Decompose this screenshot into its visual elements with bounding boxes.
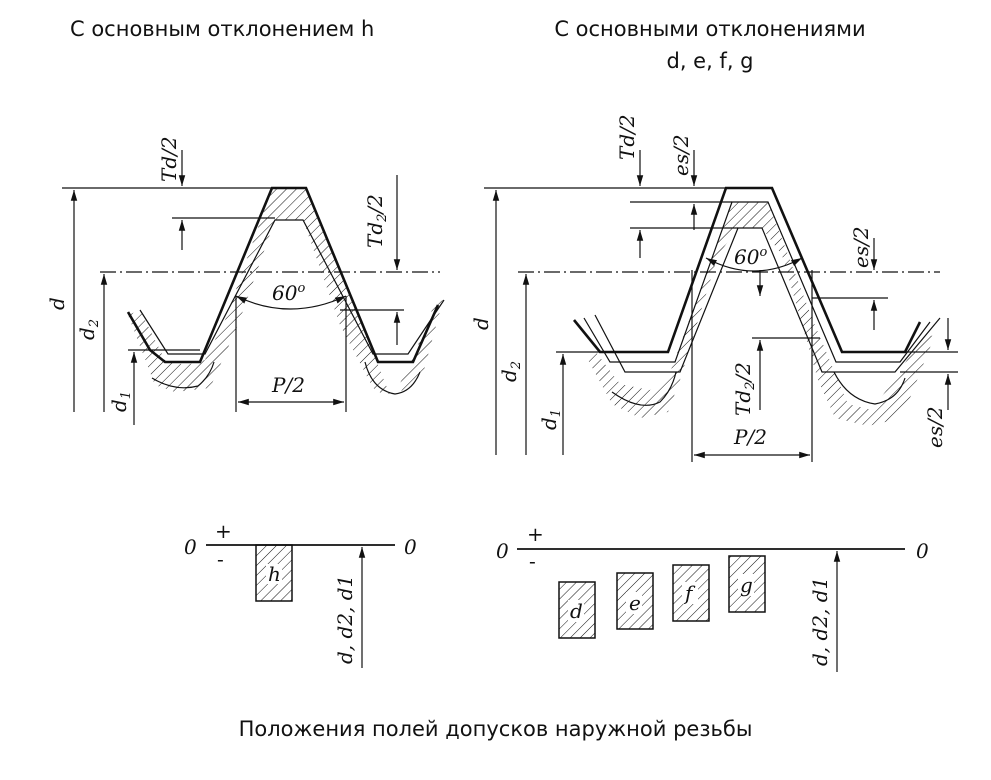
right-vertical-label: d, d2, d1 — [808, 577, 832, 666]
right-label-d1: d1 — [537, 409, 564, 430]
field-label-e: e — [629, 591, 641, 615]
caption: Положения полей допусков наружной резьбы — [238, 717, 753, 741]
left-label-pitch: P/2 — [271, 373, 305, 397]
field-label-h: h — [268, 562, 281, 586]
left-thread-profile: d d2 d1 Td/2 Td2/2 60o P/2 — [45, 136, 445, 425]
left-label-angle: 60o — [272, 281, 305, 305]
left-zero-left: 0 — [184, 535, 197, 559]
left-tolerance-diagram: 0 0 + - h d, d2, d1 — [184, 519, 417, 668]
right-label-td2: Td/2 — [615, 114, 639, 160]
left-tolerance-band — [128, 188, 443, 395]
right-tolerance-band — [588, 202, 935, 426]
left-label-d2: d2 — [75, 319, 102, 340]
right-thread-profile: d d2 d1 Td/2 es/2 es/2 Td2/2 es/2 — [469, 114, 958, 462]
right-zero-right: 0 — [916, 539, 929, 563]
heading-right-line1: С основными отклонениями — [554, 17, 866, 41]
right-label-angle: 60o — [734, 245, 767, 269]
right-label-es2-top: es/2 — [669, 134, 693, 176]
left-label-td2: Td/2 — [157, 136, 181, 182]
field-label-d: d — [570, 599, 583, 623]
right-zero-left: 0 — [496, 539, 509, 563]
right-label-es2-mid: es/2 — [849, 226, 873, 268]
right-label-td2-2: Td2/2 — [731, 362, 758, 416]
left-plus-sign: + — [215, 519, 232, 543]
right-minus-sign: - — [529, 549, 536, 573]
field-label-g: g — [740, 573, 753, 597]
heading-left: С основным отклонением h — [70, 17, 375, 41]
tolerance-field-d — [558, 581, 596, 639]
right-label-pitch: P/2 — [733, 425, 767, 449]
left-label-d: d — [45, 297, 69, 310]
heading-right-line2: d, e, f, g — [666, 49, 754, 73]
left-minus-sign: - — [217, 547, 224, 571]
right-tolerance-diagram: 0 0 + - d e f g d, d2, d1 — [496, 522, 929, 672]
right-label-es2-bottom: es/2 — [923, 406, 947, 448]
right-label-d2: d2 — [497, 361, 524, 382]
right-label-d: d — [469, 317, 493, 330]
left-label-d1: d1 — [107, 391, 134, 412]
left-vertical-label: d, d2, d1 — [333, 575, 357, 664]
left-zero-right: 0 — [404, 535, 417, 559]
left-label-td2-2: Td2/2 — [363, 194, 390, 248]
right-plus-sign: + — [527, 522, 544, 546]
